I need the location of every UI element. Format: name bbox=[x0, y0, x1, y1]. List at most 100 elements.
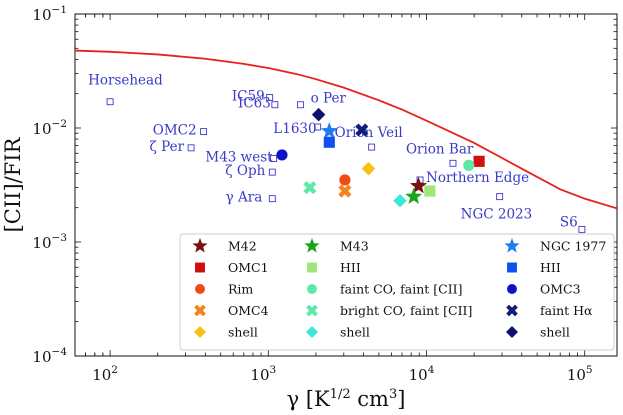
lit-point-per bbox=[187, 144, 195, 152]
legend-label-m42: M42 bbox=[228, 239, 257, 254]
y-tick-label-base: 10 bbox=[32, 348, 51, 366]
y-tick-label-exponent: −4 bbox=[52, 346, 68, 358]
legend-marker-omc1-0 bbox=[195, 262, 205, 273]
point-bright-co-faint-cii-8 bbox=[303, 181, 317, 195]
x-tick-label-exponent: 2 bbox=[111, 364, 118, 376]
legend-marker-hii-2 bbox=[507, 262, 517, 273]
legend-label-hii: HII bbox=[340, 260, 361, 275]
legend-marker-shell-2 bbox=[506, 326, 518, 338]
point-hii-11 bbox=[323, 136, 335, 148]
y-tick-label: 10−4 bbox=[32, 346, 67, 366]
point-rim-2 bbox=[339, 174, 351, 186]
x-tick-label: 104 bbox=[409, 364, 435, 384]
point-shell-14 bbox=[311, 107, 326, 122]
y-tick-label-base: 10 bbox=[32, 234, 51, 252]
legend-label-m43: M43 bbox=[340, 239, 369, 254]
y-axis-title: [CII]/FIR bbox=[1, 136, 25, 232]
legend-label-ngc-1977: NGC 1977 bbox=[540, 239, 606, 254]
lit-label-ic59: IC59 bbox=[232, 89, 265, 105]
model-curve-line bbox=[74, 49, 618, 210]
x-tick-label: 102 bbox=[92, 364, 118, 384]
point-faint-h-13 bbox=[355, 123, 369, 137]
lit-label-orion-veil: Orion Veil bbox=[335, 125, 403, 141]
y-tick-label: 10−3 bbox=[32, 232, 67, 252]
model-curve-layer bbox=[74, 49, 618, 210]
legend-label-rim: Rim bbox=[228, 282, 253, 297]
x-tick-label-base: 10 bbox=[567, 366, 586, 384]
x-axis-title-xlabel-end: ] bbox=[397, 387, 405, 411]
axis-titles: γ [K1/2 cm3] [CII]/FIR bbox=[1, 136, 405, 411]
legend-label-bright-co-faint-cii: bright CO, faint [CII] bbox=[340, 303, 472, 318]
lit-label-per: ζ Per bbox=[150, 139, 185, 155]
lit-point-o-per bbox=[297, 101, 305, 109]
lit-point-orion-bar bbox=[449, 159, 457, 167]
lit-point-oph bbox=[268, 168, 276, 176]
lit-label-ara: γ Ara bbox=[226, 190, 263, 206]
point-m42-0 bbox=[409, 176, 428, 194]
legend-label-omc3: OMC3 bbox=[540, 282, 581, 297]
legend-marker-ngc-1977-2 bbox=[504, 238, 520, 253]
legend-marker-shell-0 bbox=[194, 326, 206, 338]
point-shell-9 bbox=[393, 194, 407, 208]
legend-marker-omc4-0 bbox=[194, 304, 206, 317]
legend-marker-shell-1 bbox=[306, 326, 318, 338]
lit-label-oph: ζ Oph bbox=[225, 163, 265, 179]
lit-label-horsehead: Horsehead bbox=[88, 73, 163, 89]
legend: M42 OMC1 Rim OMC4 shell M43 HII faint CO, faint… bbox=[179, 233, 615, 351]
legend-label-omc4: OMC4 bbox=[228, 303, 269, 318]
x-axis-title: γ [K1/2 cm3] bbox=[287, 387, 406, 411]
x-tick-label-exponent: 5 bbox=[586, 364, 593, 376]
legend-marker-m42-0 bbox=[192, 238, 208, 253]
legend-marker-omc3-2 bbox=[507, 284, 517, 294]
x-axis-title-xlabel-sup2: 3 bbox=[389, 387, 397, 402]
x-tick-label-base: 10 bbox=[250, 366, 269, 384]
x-tick-label-exponent: 3 bbox=[270, 364, 277, 376]
legend-label-omc1: OMC1 bbox=[228, 260, 269, 275]
lit-point-l1630 bbox=[314, 123, 322, 131]
point-omc4-3-stroke-b bbox=[338, 184, 352, 198]
x-tick-label-base: 10 bbox=[92, 366, 111, 384]
y-tick-label-exponent: −2 bbox=[52, 118, 67, 130]
x-tick-label: 103 bbox=[250, 364, 276, 384]
legend-marker-faint-h-2-stroke-b bbox=[506, 304, 518, 317]
y-tick-label: 10−2 bbox=[32, 118, 67, 138]
legend-marker-faint-co-faint-cii-1 bbox=[307, 284, 317, 294]
legend-marker-bright-co-faint-cii-1-stroke-b bbox=[306, 304, 318, 317]
x-tick-label: 105 bbox=[567, 364, 593, 384]
x-axis-title-xlabel-main: γ [K bbox=[287, 387, 330, 411]
data-points-layer bbox=[276, 107, 485, 208]
legend-label-shell: shell bbox=[228, 325, 258, 340]
point-omc4-3 bbox=[338, 184, 352, 198]
legend-marker-bright-co-faint-cii-1 bbox=[306, 304, 318, 317]
legend-label-shell: shell bbox=[340, 325, 370, 340]
lit-point-orion-veil bbox=[368, 143, 376, 151]
y-tick-label-exponent: −3 bbox=[52, 232, 67, 244]
point-shell-4 bbox=[361, 161, 376, 176]
y-tick-label-base: 10 bbox=[32, 120, 51, 138]
x-axis-title-xlabel-sup: 1/2 bbox=[330, 387, 351, 402]
point-faint-co-faint-cii-7 bbox=[463, 159, 475, 171]
lit-label-o-per: o Per bbox=[311, 91, 347, 107]
lit-label-ngc-2023: NGC 2023 bbox=[461, 207, 533, 223]
lit-point-ic63 bbox=[271, 101, 279, 109]
legend-label-faint-co-faint-cii: faint CO, faint [CII] bbox=[340, 282, 462, 297]
point-bright-co-faint-cii-8-stroke-b bbox=[303, 181, 317, 195]
lit-label-omc2: OMC2 bbox=[153, 123, 197, 139]
legend-marker-hii-1 bbox=[307, 262, 317, 273]
point-m43-5 bbox=[405, 187, 423, 204]
point-faint-h-13-stroke-b bbox=[355, 123, 369, 137]
lit-point-ara bbox=[268, 195, 276, 203]
legend-marker-rim-0 bbox=[195, 284, 205, 294]
point-omc1-1 bbox=[473, 155, 485, 167]
x-tick-label-exponent: 4 bbox=[428, 364, 435, 376]
point-ngc-1977-10 bbox=[320, 122, 338, 139]
y-tick-label: 10−1 bbox=[32, 4, 67, 24]
lit-label-northern-edge: Northern Edge bbox=[426, 170, 529, 186]
legend-label-shell: shell bbox=[540, 325, 570, 340]
lit-label-m43-west: M43 west bbox=[205, 150, 273, 166]
x-tick-label-base: 10 bbox=[409, 366, 428, 384]
lit-point-horsehead bbox=[106, 98, 114, 106]
